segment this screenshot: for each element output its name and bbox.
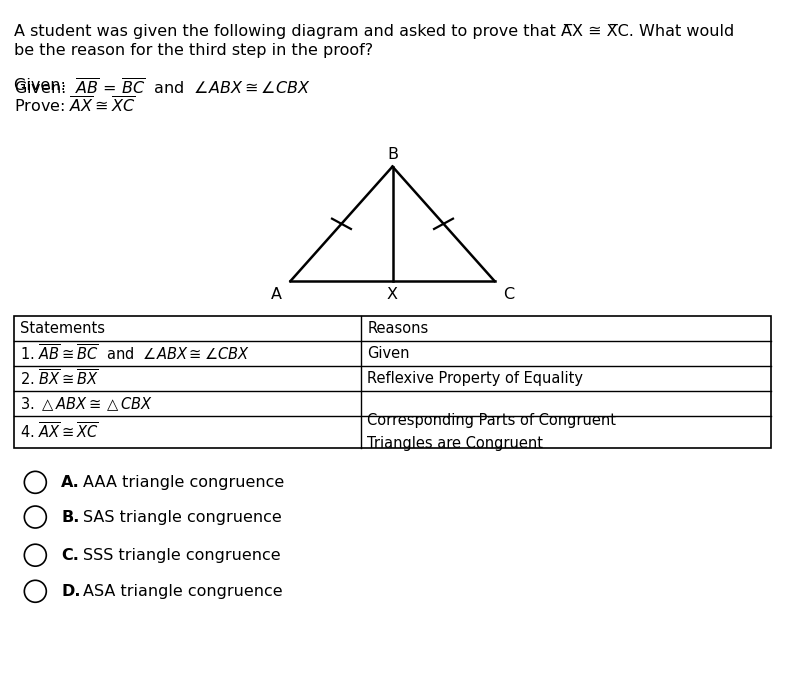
Text: D.: D. xyxy=(61,584,81,599)
Ellipse shape xyxy=(24,544,46,566)
Text: Given: Given xyxy=(367,346,410,362)
Text: 3. $\triangle ABX \cong \triangle CBX$: 3. $\triangle ABX \cong \triangle CBX$ xyxy=(20,395,153,413)
Text: Given:: Given: xyxy=(14,78,76,93)
Text: ASA triangle congruence: ASA triangle congruence xyxy=(83,584,283,599)
Text: A: A xyxy=(271,287,282,302)
Text: B: B xyxy=(387,147,398,162)
Text: 1. $\overline{AB}\cong\overline{BC}$  and  $\angle ABX \cong \angle CBX$: 1. $\overline{AB}\cong\overline{BC}$ and… xyxy=(20,344,250,364)
Text: C.: C. xyxy=(61,548,79,563)
Text: Given:  $\overline{AB}$ = $\overline{BC}$  and  $\angle ABX \cong \angle CBX$: Given: $\overline{AB}$ = $\overline{BC}$… xyxy=(14,78,311,98)
Ellipse shape xyxy=(24,471,46,493)
Text: SSS triangle congruence: SSS triangle congruence xyxy=(83,548,281,563)
Text: A student was given the following diagram and asked to prove that A̅X ≅ X̅C. Wha: A student was given the following diagra… xyxy=(14,24,735,40)
Text: C: C xyxy=(503,287,514,302)
Text: AAA triangle congruence: AAA triangle congruence xyxy=(83,475,284,490)
Text: be the reason for the third step in the proof?: be the reason for the third step in the … xyxy=(14,43,373,58)
Ellipse shape xyxy=(24,580,46,602)
Text: Reflexive Property of Equality: Reflexive Property of Equality xyxy=(367,371,583,387)
Text: SAS triangle congruence: SAS triangle congruence xyxy=(83,509,282,525)
Text: Reasons: Reasons xyxy=(367,321,429,336)
Text: Triangles are Congruent: Triangles are Congruent xyxy=(367,437,543,451)
Text: A.: A. xyxy=(61,475,80,490)
Text: 2. $\overline{BX}\cong\overline{BX}$: 2. $\overline{BX}\cong\overline{BX}$ xyxy=(20,369,100,389)
Text: 4. $\overline{AX}\cong\overline{XC}$: 4. $\overline{AX}\cong\overline{XC}$ xyxy=(20,422,99,442)
Text: Statements: Statements xyxy=(20,321,105,336)
Text: Prove: $\overline{AX} \cong \overline{XC}$: Prove: $\overline{AX} \cong \overline{XC… xyxy=(14,96,136,116)
Text: Corresponding Parts of Congruent: Corresponding Parts of Congruent xyxy=(367,413,616,428)
Bar xyxy=(14,316,771,448)
Text: X: X xyxy=(387,287,398,302)
Text: B.: B. xyxy=(61,509,79,525)
Ellipse shape xyxy=(24,506,46,528)
